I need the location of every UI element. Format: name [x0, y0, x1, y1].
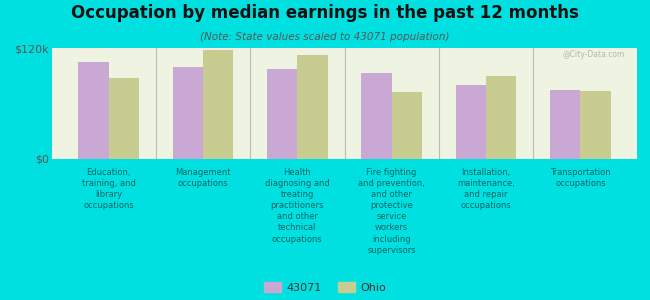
Text: Fire fighting
and prevention,
and other
protective
service
workers
including
sup: Fire fighting and prevention, and other …	[358, 168, 425, 255]
Bar	[486, 76, 516, 159]
Text: @City-Data.com: @City-Data.com	[563, 50, 625, 59]
Bar	[456, 85, 486, 159]
Text: (Note: State values scaled to 43071 population): (Note: State values scaled to 43071 popu…	[200, 32, 450, 41]
Text: Transportation
occupations: Transportation occupations	[550, 168, 611, 188]
Legend: 43071, Ohio: 43071, Ohio	[259, 277, 391, 297]
Text: Management
occupations: Management occupations	[176, 168, 231, 188]
Bar	[173, 67, 203, 159]
Bar	[297, 56, 328, 159]
Text: Education,
training, and
library
occupations: Education, training, and library occupat…	[82, 168, 136, 210]
Text: Occupation by median earnings in the past 12 months: Occupation by median earnings in the pas…	[71, 4, 579, 22]
Bar	[203, 50, 233, 159]
Bar	[580, 91, 610, 159]
Text: Installation,
maintenance,
and repair
occupations: Installation, maintenance, and repair oc…	[457, 168, 515, 210]
Bar	[392, 92, 422, 159]
Bar	[361, 73, 392, 159]
Text: Health
diagnosing and
treating
practitioners
and other
technical
occupations: Health diagnosing and treating practitio…	[265, 168, 330, 244]
Bar	[267, 69, 297, 159]
Bar	[550, 90, 580, 159]
Bar	[109, 78, 139, 159]
Bar	[79, 62, 109, 159]
